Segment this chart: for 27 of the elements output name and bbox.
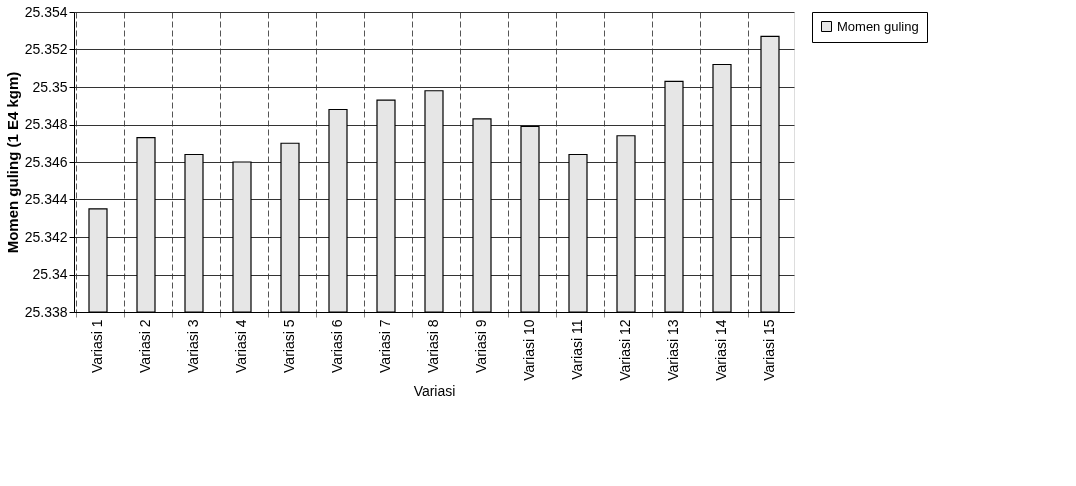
y-tick-label: 25.346: [24, 153, 68, 170]
x-tick-label: Variasi 3: [185, 319, 201, 373]
y-tick-label: 25.34: [32, 266, 68, 282]
x-tick-label: Variasi 4: [233, 319, 249, 373]
x-tick-label: Variasi 10: [521, 319, 537, 381]
x-tick-label: Variasi 6: [329, 319, 345, 373]
y-tick-label: 25.342: [24, 228, 68, 245]
y-axis-title: Momen guling (1 E4 kgm): [3, 71, 21, 254]
x-tick-label: Variasi 9: [473, 319, 489, 373]
y-tick-label: 25.354: [24, 3, 68, 20]
y-tick-label: 25.352: [24, 41, 68, 57]
y-tick-label: 25.344: [24, 191, 68, 207]
y-tick-label: 25.35: [32, 78, 68, 95]
x-tick-label: Variasi 13: [665, 319, 681, 381]
x-tick-label: Variasi 12: [617, 319, 633, 381]
x-tick-label: Variasi 14: [713, 319, 729, 381]
x-axis-title: Variasi: [413, 382, 456, 399]
x-tick-label: Variasi 11: [569, 319, 585, 380]
x-tick-label: Variasi 1: [89, 319, 105, 373]
y-tick-label: 25.348: [24, 116, 68, 132]
y-tick-label: 25.338: [24, 303, 68, 320]
x-tick-label: Variasi 15: [761, 319, 777, 381]
x-tick-label: Variasi 5: [281, 319, 297, 373]
x-tick-label: Variasi 7: [377, 319, 393, 373]
x-tick-label: Variasi 8: [425, 319, 441, 373]
legend-label: Momen guling: [837, 18, 919, 34]
x-tick-label: Variasi 2: [137, 319, 153, 373]
